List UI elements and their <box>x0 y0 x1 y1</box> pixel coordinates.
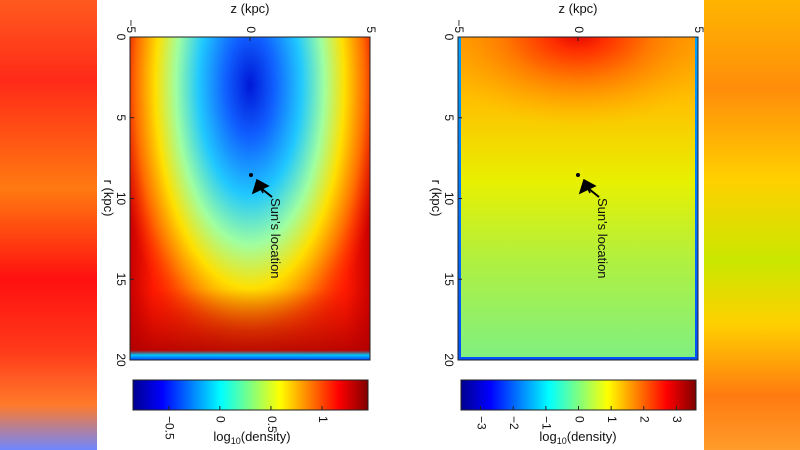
colorbar-tick-label: −2 <box>507 416 521 430</box>
panel-1-colorbar-ticks: −0.5 0 0.5 1 <box>163 406 330 440</box>
panel-2-sun-marker <box>576 173 580 177</box>
x-tick-label: 5 <box>364 26 378 33</box>
panel-2-sun-annotation: Sun's location <box>595 198 610 279</box>
y-tick-label: 20 <box>442 353 456 367</box>
y-tick-label: 0 <box>442 34 456 41</box>
panel-1-sun-arrow <box>251 178 270 195</box>
colorbar-tick-label: −0.5 <box>163 416 177 440</box>
panel-2-y-ticks: 0 5 10 15 20 <box>442 34 462 367</box>
x-tick-label: −5 <box>124 19 138 33</box>
y-tick-label: 15 <box>114 273 128 287</box>
colorbar-tick-label: 0 <box>214 416 228 423</box>
x-tick-label: −5 <box>452 19 466 33</box>
panel-1-x-ticks: −5 0 5 <box>124 19 378 41</box>
panel-1-colorbar <box>132 379 369 411</box>
colorbar-tick-label: −3 <box>474 416 488 430</box>
x-tick-label: 5 <box>692 26 706 33</box>
y-tick-label: 0 <box>114 34 128 41</box>
colorbar-tick-label: 1 <box>605 416 619 423</box>
y-tick-label: 5 <box>442 114 456 121</box>
panel-2-colorbar-ticks: −3 −2 −1 0 1 2 3 <box>474 406 684 430</box>
panel-1-colorbar-label: log10(density) <box>213 429 290 446</box>
y-tick-label: 10 <box>114 192 128 206</box>
panel-1-sun-marker <box>249 173 253 177</box>
panel-1-sun-annotation: Sun's location <box>268 198 283 279</box>
panel-2-sun-arrow-shaft <box>588 188 600 198</box>
colorbar-tick-label: 3 <box>670 416 684 423</box>
panel-2-heatmap <box>458 37 698 360</box>
y-tick-label: 5 <box>114 114 128 121</box>
left-blurred-backdrop <box>0 0 97 450</box>
colorbar-tick-label: 0.5 <box>265 416 279 433</box>
panel-1-x-axis-label: z (kpc) <box>231 1 270 16</box>
colorbar-tick-label: −1 <box>540 416 554 430</box>
y-tick-label: 15 <box>442 273 456 287</box>
panel-2-sun-arrow <box>578 178 597 195</box>
panel-1-y-axis-label: r (kpc) <box>101 180 116 217</box>
colorbar-tick-label: 1 <box>316 416 330 423</box>
panel-1-heatmap <box>130 37 370 360</box>
y-tick-label: 10 <box>442 192 456 206</box>
panel-2-x-ticks: −5 0 5 <box>452 19 706 41</box>
right-blurred-backdrop <box>704 0 800 450</box>
panel-1-y-ticks: 0 5 10 15 20 <box>114 34 134 367</box>
colorbar-tick-label: 0 <box>572 416 586 423</box>
panel-2-colorbar <box>460 379 697 411</box>
x-tick-label: 0 <box>572 26 586 33</box>
x-tick-label: 0 <box>244 26 258 33</box>
panel-2-y-axis-label: r (kpc) <box>429 180 444 217</box>
panel-2-colorbar-label: log10(density) <box>539 429 616 446</box>
y-tick-label: 20 <box>114 353 128 367</box>
panel-2-x-axis-label: z (kpc) <box>559 1 598 16</box>
panel-1-sun-arrow-shaft <box>261 188 273 198</box>
colorbar-tick-label: 2 <box>638 416 652 423</box>
